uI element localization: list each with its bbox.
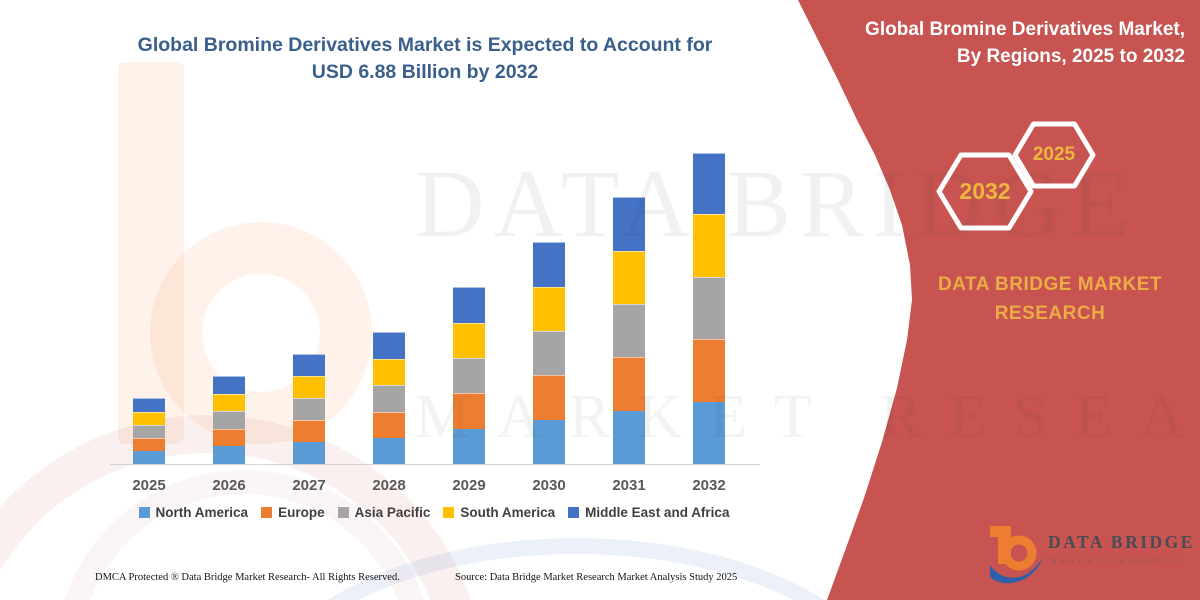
bar-segment-europe [453, 393, 485, 429]
stacked-bar-2027 [293, 354, 325, 464]
side-panel-brand-line1: DATA BRIDGE MARKET [938, 274, 1162, 295]
chart-title: Global Bromine Derivatives Market is Exp… [55, 32, 795, 86]
watermark-text-databridge: DATA BRIDGE [415, 150, 1139, 257]
hexagon-2025: 2025 [1012, 121, 1096, 189]
stacked-bar-2029 [453, 286, 485, 464]
stacked-bar-2026 [213, 376, 245, 464]
side-panel-title-line2: By Regions, 2025 to 2032 [956, 46, 1185, 67]
legend-swatch [337, 507, 349, 518]
bar-segment-europe [373, 411, 405, 438]
x-axis-label-2029: 2029 [452, 477, 486, 494]
watermark-text-marketresearch: MARKET RESEARCH [415, 383, 1200, 451]
bar-segment-middle-east-and-africa [693, 152, 725, 215]
bar-segment-europe [133, 437, 165, 451]
bar-segment-south-america [213, 393, 245, 412]
bar-segment-asia-pacific [693, 276, 725, 340]
bar-segment-south-america [293, 375, 325, 398]
dbmr-logo: DATA BRIDGE MARKET RESEARCH [990, 522, 1192, 594]
x-axis-label-2026: 2026 [212, 477, 246, 494]
bar-segment-europe [533, 375, 565, 420]
x-axis-label-2028: 2028 [372, 477, 406, 494]
x-axis-label-2025: 2025 [132, 477, 166, 494]
bar-segment-middle-east-and-africa [293, 354, 325, 376]
bar-segment-south-america [373, 359, 405, 386]
bar-segment-south-america [533, 286, 565, 332]
hexagon-outline-icon [1012, 121, 1096, 189]
bar-segment-europe [213, 428, 245, 447]
legend-label: Europe [278, 505, 325, 520]
stacked-bar-2032 [693, 152, 725, 464]
dbmr-logo-icon [990, 526, 1042, 584]
bar-segment-europe [693, 339, 725, 402]
bar-segment-north-america [693, 401, 725, 464]
hexagon-2032-year: 2032 [959, 178, 1011, 204]
x-axis-label-2030: 2030 [532, 477, 566, 494]
chart-title-line2: USD 6.88 Billion by 2032 [311, 61, 539, 83]
footer-source-text: Source: Data Bridge Market Research Mark… [455, 572, 738, 583]
side-panel-title: Global Bromine Derivatives Market, By Re… [860, 16, 1185, 70]
plot-area [110, 138, 760, 465]
legend-swatch [138, 507, 150, 518]
bar-segment-middle-east-and-africa [213, 376, 245, 394]
bar-segment-south-america [453, 322, 485, 359]
bar-segment-north-america [293, 441, 325, 464]
hexagon-outline-icon [936, 152, 1034, 231]
chart-legend: North America Europe Asia Pacific South Ame… [108, 505, 760, 520]
x-axis-label-2032: 2032 [692, 477, 726, 494]
bar-segment-north-america [373, 437, 405, 464]
x-axis-label-2031: 2031 [612, 477, 646, 494]
bar-segment-middle-east-and-africa [133, 398, 165, 412]
bar-segment-middle-east-and-africa [613, 197, 645, 251]
side-panel-brand-line2: RESEARCH [994, 303, 1106, 324]
bar-segment-middle-east-and-africa [533, 242, 565, 287]
footer-dmca-text: DMCA Protected ® Data Bridge Market Rese… [95, 572, 400, 583]
bar-segment-north-america [133, 450, 165, 464]
x-axis-labels: 2025 2026 2027 2028 2029 2030 2031 2032 [110, 477, 760, 497]
side-panel-brand: DATA BRIDGE MARKET RESEARCH [905, 270, 1195, 328]
stacked-bar-2030 [533, 242, 565, 464]
bar-segment-north-america [533, 419, 565, 464]
bar-segment-middle-east-and-africa [373, 332, 405, 360]
bar-segment-europe [293, 419, 325, 442]
bar-segment-south-america [693, 214, 725, 277]
hexagon-2032: 2032 [936, 152, 1034, 231]
dbmr-logo-name: DATA BRIDGE [1048, 532, 1195, 552]
legend-swatch [443, 507, 455, 518]
legend-label: North America [155, 505, 249, 520]
x-axis-label-2027: 2027 [292, 477, 326, 494]
legend-label: Middle East and Africa [585, 505, 730, 520]
legend-item-middle-east-and-africa: Middle East and Africa [568, 505, 729, 520]
bar-segment-south-america [613, 250, 645, 305]
bar-segment-europe [613, 357, 645, 411]
bar-segment-north-america [213, 446, 245, 464]
x-axis-line [110, 464, 760, 465]
bar-segment-asia-pacific [133, 424, 165, 438]
bar-segment-asia-pacific [453, 358, 485, 394]
bar-segment-middle-east-and-africa [453, 286, 485, 323]
legend-item-asia-pacific: Asia Pacific [337, 505, 431, 520]
bar-segment-asia-pacific [213, 411, 245, 429]
hexagon-2025-year: 2025 [1032, 144, 1076, 165]
bar-segment-asia-pacific [613, 304, 645, 358]
bar-segment-north-america [613, 410, 645, 464]
stacked-bar-2025 [133, 398, 165, 464]
dbmr-logo-subtitle: MARKET RESEARCH [1050, 557, 1183, 566]
bar-segment-south-america [133, 411, 165, 425]
bar-segment-asia-pacific [373, 385, 405, 412]
legend-item-south-america: South America [443, 505, 555, 520]
legend-label: Asia Pacific [354, 505, 431, 520]
bar-segment-asia-pacific [533, 331, 565, 376]
bar-segment-asia-pacific [293, 397, 325, 420]
legend-item-north-america: North America [138, 505, 249, 520]
stacked-bar-2028 [373, 332, 405, 464]
chart-title-line1: Global Bromine Derivatives Market is Exp… [137, 34, 713, 56]
legend-label: South America [460, 505, 556, 520]
legend-item-europe: Europe [261, 505, 325, 520]
side-panel-title-line1: Global Bromine Derivatives Market, [865, 19, 1185, 40]
bar-segment-north-america [453, 428, 485, 464]
legend-swatch [261, 507, 273, 518]
stacked-bar-2031 [613, 197, 645, 464]
legend-swatch [568, 507, 580, 518]
